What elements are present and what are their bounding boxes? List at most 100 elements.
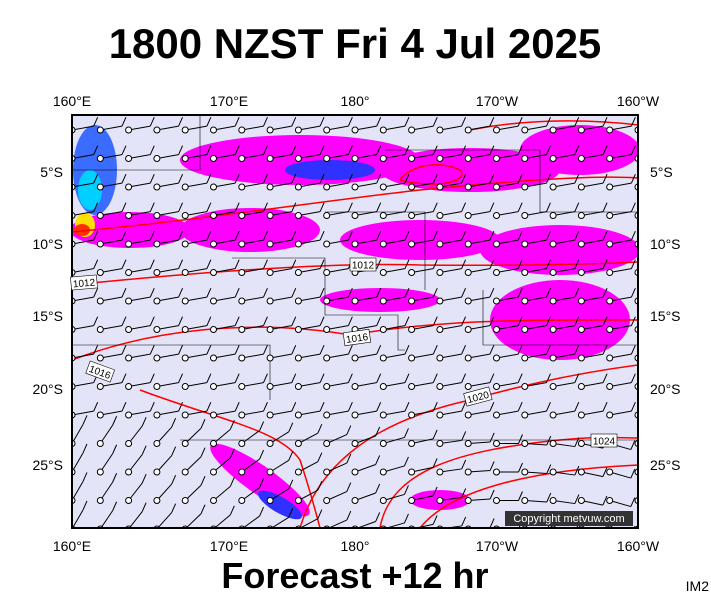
- barb-feather: [376, 401, 382, 412]
- barb-feather: [432, 458, 438, 468]
- barb-station: [323, 411, 331, 419]
- barb-feather: [404, 202, 410, 212]
- barb-staff: [439, 382, 462, 387]
- barb-feather: [602, 173, 608, 184]
- barb-station: [238, 468, 246, 476]
- barb-staff: [99, 481, 114, 501]
- barb-station: [238, 497, 246, 504]
- barb-staff: [637, 214, 638, 216]
- barb-feather: [376, 373, 382, 383]
- barb-staff: [241, 487, 260, 501]
- barb-station: [294, 326, 302, 333]
- barb-feather: [630, 145, 636, 155]
- barb-station: [379, 240, 387, 248]
- barb-staff: [185, 182, 207, 188]
- barb-station: [549, 155, 557, 162]
- barb-staff: [383, 211, 406, 216]
- barb-feather: [200, 447, 206, 457]
- barb-feather: [546, 116, 551, 127]
- isobar-label-text: 1024: [593, 437, 616, 448]
- barb-feather: [319, 230, 325, 241]
- barb-staff: [383, 410, 406, 416]
- barb-feather: [630, 344, 636, 355]
- longitude-label-top: 160°E: [53, 93, 91, 109]
- barb-staff: [553, 125, 575, 131]
- barb-staff: [609, 410, 632, 416]
- barb-staff: [411, 125, 434, 131]
- barb-feather: [347, 373, 353, 383]
- barb-staff: [609, 325, 632, 330]
- barb-feather: [630, 259, 636, 269]
- barb-feather: [660, 260, 664, 269]
- barb-staff: [524, 500, 547, 503]
- barb-staff: [72, 211, 94, 216]
- barb-staff: [156, 211, 179, 216]
- barb-staff: [637, 157, 638, 159]
- barb-feather: [93, 173, 99, 184]
- barb-station: [436, 497, 444, 504]
- barb-feather: [288, 422, 294, 433]
- longitude-label-top: 180°: [341, 93, 370, 109]
- barb-staff: [298, 125, 321, 131]
- barb-staff: [213, 211, 236, 216]
- barb-station: [408, 383, 416, 390]
- barb-staff: [581, 211, 604, 216]
- barb-feather: [489, 373, 495, 383]
- barb-station: [294, 468, 302, 476]
- barb-station: [577, 155, 585, 162]
- barb-station: [351, 212, 359, 219]
- barb-feather: [432, 344, 438, 355]
- barb-station: [294, 411, 302, 419]
- barb-staff: [128, 482, 143, 501]
- barb-station: [96, 183, 104, 191]
- forecast-label: Forecast +12 hr: [221, 555, 488, 596]
- barb-staff: [609, 296, 632, 302]
- barb-staff: [213, 239, 236, 245]
- barb-station: [125, 297, 133, 305]
- barb-station: [125, 183, 133, 191]
- barb-feather: [319, 316, 325, 326]
- barb-feather: [259, 478, 265, 488]
- barb-feather: [121, 259, 127, 269]
- barb-station: [606, 212, 614, 219]
- barb-staff: [496, 154, 519, 159]
- barb-feather: [604, 524, 608, 528]
- barb-staff: [413, 523, 434, 528]
- barb-station: [351, 497, 359, 504]
- barb-feather: [346, 453, 352, 464]
- barb-feather: [206, 373, 212, 383]
- barb-staff: [270, 182, 292, 188]
- barb-staff: [185, 410, 207, 416]
- barb-staff: [128, 154, 151, 159]
- image-code: IM2: [686, 578, 710, 594]
- barb-staff: [241, 125, 264, 131]
- barb-station: [577, 326, 585, 333]
- barb-staff: [184, 427, 202, 444]
- barb-feather: [178, 145, 184, 155]
- barb-feather: [432, 401, 438, 412]
- barb-station: [493, 212, 500, 219]
- barb-station: [408, 497, 416, 504]
- barb-feather: [347, 173, 353, 184]
- barb-staff: [270, 296, 292, 302]
- barb-station: [210, 212, 217, 219]
- barb-staff: [100, 382, 123, 387]
- barb-staff: [439, 496, 462, 501]
- barb-station: [181, 212, 189, 219]
- barb-staff: [553, 182, 575, 188]
- barb-station: [266, 297, 274, 305]
- longitude-label-bottom: 180°: [341, 538, 370, 554]
- barb-feather: [263, 230, 268, 241]
- barb-staff: [213, 125, 236, 131]
- barb-feather: [517, 202, 523, 212]
- barb-station: [549, 240, 557, 248]
- barb-staff: [496, 211, 519, 216]
- barb-station: [606, 183, 614, 191]
- barb-feather: [112, 473, 118, 483]
- barb-staff: [270, 154, 292, 159]
- barb-station: [521, 126, 529, 134]
- barb-station: [408, 126, 416, 134]
- barb-feather: [404, 316, 410, 326]
- latitude-label-left: 25°S: [32, 457, 63, 473]
- barb-staff: [553, 296, 575, 302]
